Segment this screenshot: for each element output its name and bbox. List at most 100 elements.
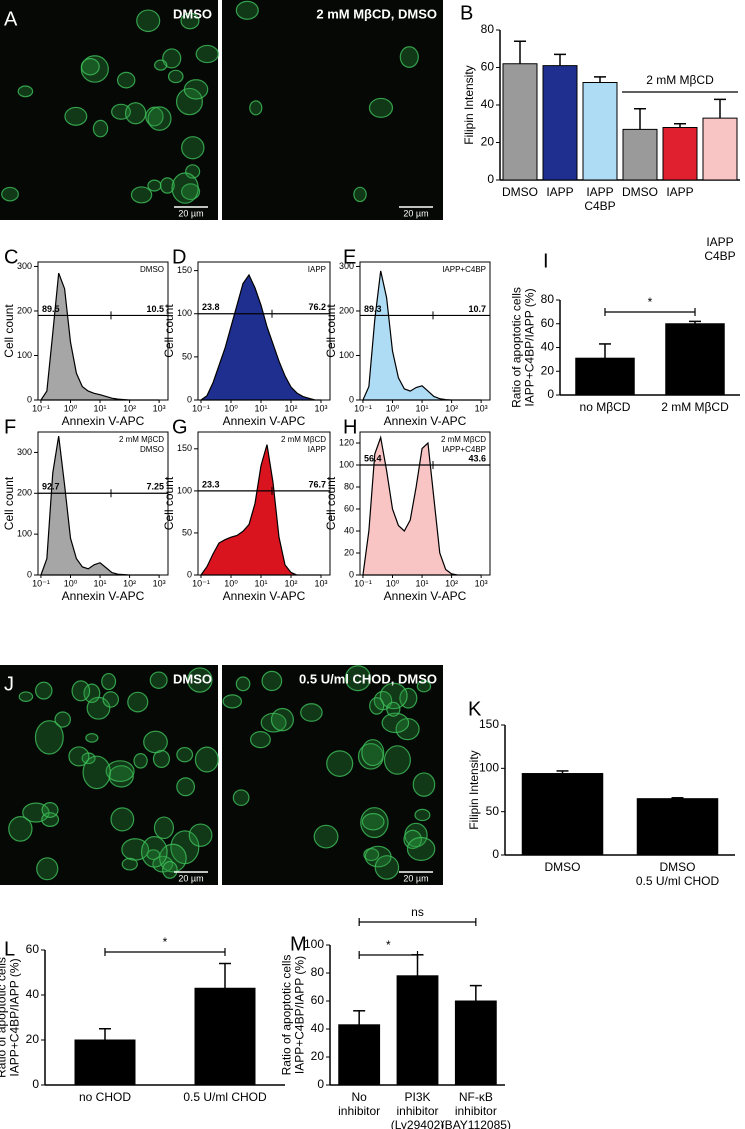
y-tick-label: 200 — [17, 488, 32, 498]
y-axis-label: Cell count — [324, 476, 338, 530]
gate-label: 76.7 — [308, 479, 326, 489]
cell — [300, 703, 323, 722]
y-tick-label: 20 — [311, 1049, 325, 1063]
cell — [399, 46, 419, 68]
y-axis-label: Ratio of apoptotic cells — [510, 287, 524, 408]
y-axis-label: Filipin Intensity — [462, 65, 476, 144]
y-tick-label: 20 — [481, 135, 495, 149]
cell — [105, 760, 135, 783]
x-tick-label: 10³ — [475, 578, 488, 588]
x-tick-label: 10⁻¹ — [192, 578, 210, 588]
cell — [183, 79, 209, 100]
cell — [71, 680, 91, 702]
y-tick-label: 200 — [339, 305, 354, 315]
scale-bar-label: 20 µm — [178, 208, 203, 218]
x-tick-label: C4BP — [584, 199, 615, 213]
significance-label: * — [163, 935, 168, 949]
cell — [195, 44, 219, 64]
cell — [176, 746, 194, 763]
panel-letter: D — [172, 246, 186, 268]
y-tick-label: 60 — [26, 942, 40, 956]
cell — [176, 777, 196, 797]
cell — [194, 746, 219, 773]
histogram-area — [40, 435, 160, 576]
cell — [17, 85, 34, 98]
y-tick-label: 300 — [17, 261, 32, 271]
x-tick-label: 10³ — [153, 578, 166, 588]
y-tick-label: 60 — [311, 993, 325, 1007]
cell — [83, 683, 101, 704]
cell — [133, 753, 148, 769]
y-axis-label: Cell count — [2, 476, 16, 530]
x-axis-label: Annexin V-APC — [384, 414, 467, 428]
cell — [162, 860, 178, 879]
y-tick-label: 150 — [479, 717, 499, 731]
y-axis-label: IAPP+C4BP/IAPP (%) — [523, 288, 537, 406]
micrograph — [0, 0, 218, 220]
cell — [146, 849, 161, 861]
panel-letter: C — [4, 246, 18, 268]
x-tick-label: (BAY112085) — [441, 1118, 511, 1129]
y-tick-label: 100 — [177, 308, 192, 318]
bar — [521, 773, 604, 856]
cell — [250, 731, 271, 749]
histogram-area — [362, 270, 482, 401]
y-axis-label: Cell count — [2, 304, 16, 358]
x-tick-label: 10⁻¹ — [354, 578, 372, 588]
image-label: 2 mM MβCD, DMSO — [316, 6, 437, 21]
cell — [235, 0, 259, 20]
cell — [92, 119, 109, 138]
x-tick-label: 10³ — [314, 578, 327, 588]
cell — [235, 676, 251, 692]
bar — [502, 63, 538, 181]
y-tick-label: 40 — [481, 97, 495, 111]
cell — [232, 789, 250, 806]
plot-note: 2 mM MβCD — [441, 435, 486, 444]
y-tick-label: 0 — [492, 847, 499, 861]
panel-letter: L — [4, 938, 15, 960]
scale-bar-label: 20 µm — [403, 208, 428, 218]
x-tick-label: 10² — [123, 578, 136, 588]
y-tick-label: 100 — [339, 459, 354, 469]
cell — [167, 69, 184, 84]
x-tick-label: 10¹ — [254, 403, 267, 413]
x-tick-label: 10³ — [314, 403, 327, 413]
y-axis-label: Cell count — [162, 476, 176, 530]
x-tick-label: 10² — [123, 403, 136, 413]
scale-bar-label: 20 µm — [178, 873, 203, 883]
cell — [154, 59, 168, 71]
cell — [171, 172, 199, 204]
x-axis-label: Annexin V-APC — [62, 414, 145, 428]
x-axis-label: Annexin V-APC — [384, 589, 467, 603]
plot-note: DMSO — [140, 265, 164, 274]
cell — [54, 711, 71, 728]
y-tick-label: 120 — [339, 437, 354, 447]
cell — [180, 183, 201, 201]
x-tick-label: no MβCD — [580, 400, 631, 414]
x-tick-label: no CHOD — [79, 1090, 131, 1104]
x-tick-label: 10³ — [475, 403, 488, 413]
cell — [369, 697, 385, 715]
y-tick-label: 50 — [486, 804, 500, 818]
cell — [101, 672, 117, 691]
x-tick-label: inhibitor — [455, 1104, 497, 1118]
cell — [41, 802, 59, 818]
x-tick-label: DMSO — [660, 860, 696, 874]
panel-letter: F — [4, 416, 16, 438]
cell — [143, 730, 168, 754]
x-tick-label: 10² — [445, 578, 458, 588]
cell — [1, 186, 19, 202]
x-tick-label: 10⁻¹ — [32, 403, 50, 413]
x-tick-label: (Ly29402) — [391, 1118, 445, 1129]
cell — [127, 691, 149, 713]
cell — [18, 691, 34, 702]
histogram-area — [39, 272, 160, 401]
y-tick-label: 0 — [317, 1077, 324, 1091]
panel-letter: K — [468, 698, 482, 720]
cell — [180, 12, 200, 30]
x-tick-label: 10⁰ — [386, 403, 400, 413]
y-tick-label: 200 — [17, 305, 32, 315]
y-tick-label: 300 — [17, 447, 32, 457]
y-tick-label: 40 — [26, 987, 40, 1001]
